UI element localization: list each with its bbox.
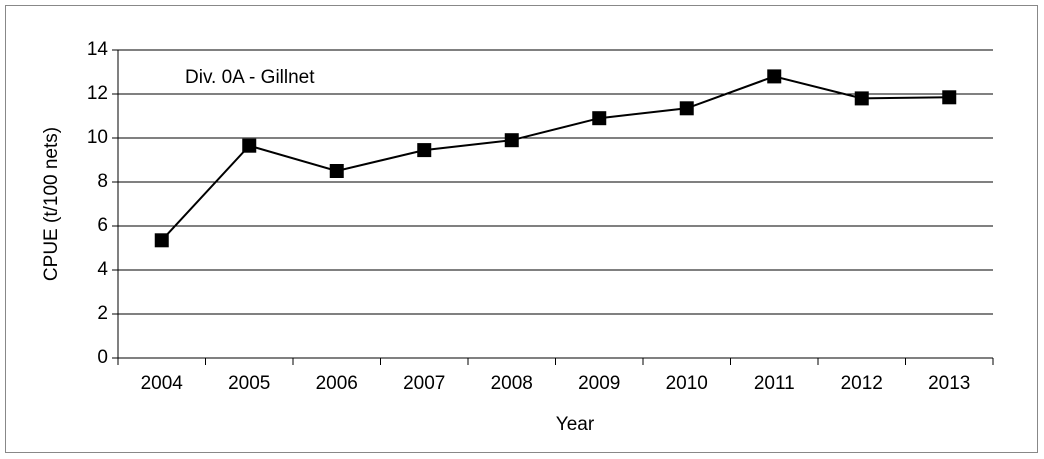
y-tick-label: 12 [87, 83, 108, 104]
data-point [504, 133, 519, 148]
chart-frame [5, 5, 1038, 453]
y-tick-label: 0 [97, 347, 108, 368]
y-tick-label: 10 [87, 127, 108, 148]
x-tick-label: 2011 [754, 373, 795, 394]
data-point [679, 101, 694, 116]
data-point [242, 138, 257, 153]
x-tick-label: 2006 [316, 373, 358, 394]
y-tick-label: 4 [97, 259, 108, 280]
data-point [942, 90, 957, 105]
y-tick-label: 14 [87, 39, 109, 60]
y-tick-label: 8 [97, 171, 108, 192]
data-point [854, 91, 869, 106]
x-tick-label: 2012 [841, 373, 883, 394]
data-point [767, 69, 782, 84]
series-line [161, 75, 950, 241]
y-tick-label: 2 [97, 303, 108, 324]
x-axis-title: Year [556, 414, 595, 435]
data-point [329, 164, 344, 178]
x-tick-label: 2008 [491, 373, 533, 394]
x-tick-label: 2005 [228, 373, 270, 394]
x-tick-label: 2007 [403, 373, 445, 394]
x-tick-label: 2009 [578, 373, 620, 394]
x-tick-label: 2004 [141, 373, 184, 394]
data-point [154, 233, 169, 248]
data-point [417, 143, 432, 158]
x-tick-label: 2010 [666, 373, 708, 394]
data-point [592, 111, 607, 126]
y-tick-label: 6 [97, 215, 108, 236]
y-axis-title: CPUE (t/100 nets) [41, 127, 62, 281]
x-tick-label: 2013 [928, 373, 970, 394]
annotation: Div. 0A - Gillnet [185, 67, 315, 88]
